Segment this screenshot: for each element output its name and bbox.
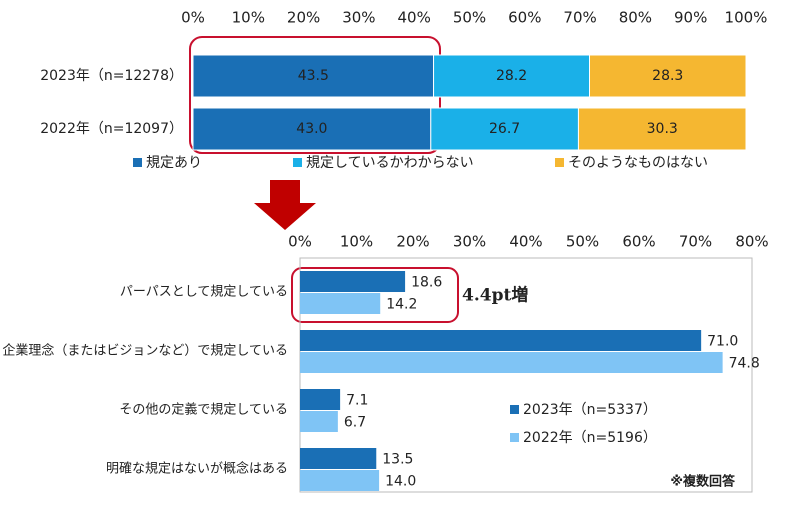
value-label: 30.3 [647,121,678,137]
bar [192,54,435,98]
x-tick-label: 10% [340,233,373,251]
x-tick-label: 70% [563,9,596,27]
bar [300,448,377,469]
x-tick-label: 90% [674,9,707,27]
value-label: 18.6 [411,275,442,291]
value-label: 28.3 [652,68,683,84]
bar [577,107,747,151]
legend-swatch [510,405,519,414]
y-tick-label: 2023年（n=12278） [40,68,183,84]
x-tick-label: 60% [622,233,655,251]
bar [433,54,591,98]
bar [300,352,723,373]
bar [300,293,381,314]
bar [430,107,579,151]
value-label: 14.2 [386,297,417,313]
x-tick-label: 80% [619,9,652,27]
value-label: 14.0 [385,474,416,490]
value-label: 43.0 [296,121,327,137]
arrow [254,180,316,230]
bar [300,271,406,292]
y-tick-label: パーパスとして規定している [120,285,288,300]
value-label: 74.8 [729,356,760,372]
x-tick-label: 30% [342,9,375,27]
bar [300,411,338,432]
bar [300,330,702,351]
value-label: 13.5 [382,452,413,468]
y-tick-label: その他の定義で規定している [119,402,288,418]
x-tick-label: 40% [398,9,431,27]
plot-border [299,257,753,493]
annotation: 4.4pt増 [462,285,528,306]
bar [300,389,341,410]
legend-label: そのようなものはない [568,155,708,171]
x-tick-label: 0% [288,233,312,251]
value-label: 28.2 [496,68,527,84]
value-label: 6.7 [344,415,366,431]
highlight-box [291,267,459,323]
bar [589,54,747,98]
x-tick-label: 60% [508,9,541,27]
y-tick-label: 企業理念（またはビジョンなど）で規定している [2,343,288,359]
x-tick-label: 50% [453,9,486,27]
x-tick-label: 0% [181,9,205,27]
value-label: 43.5 [298,68,329,84]
value-label: 26.7 [489,121,520,137]
x-tick-label: 30% [453,233,486,251]
legend-label: 2023年（n=5337） [523,402,657,418]
x-tick-label: 50% [566,233,599,251]
legend-swatch [133,158,142,167]
x-tick-label: 20% [396,233,429,251]
legend-swatch [510,433,519,442]
x-tick-label: 80% [735,233,768,251]
bar [300,470,380,491]
annotation: ※複数回答 [670,474,736,490]
legend-label: 規定あり [146,155,202,171]
y-tick-label: 明確な規定はないが概念はある [106,461,288,477]
x-tick-label: 20% [287,9,320,27]
legend-swatch [293,158,302,167]
x-tick-label: 70% [679,233,712,251]
legend-label: 2022年（n=5196） [523,430,657,446]
x-tick-label: 40% [509,233,542,251]
bar [192,107,432,151]
x-tick-label: 100% [725,9,768,27]
value-label: 71.0 [707,334,738,350]
value-label: 7.1 [346,393,368,409]
x-tick-label: 10% [232,9,265,27]
y-tick-label: 2022年（n=12097） [40,121,183,137]
legend-swatch [555,158,564,167]
legend-label: 規定しているかわからない [306,155,474,171]
